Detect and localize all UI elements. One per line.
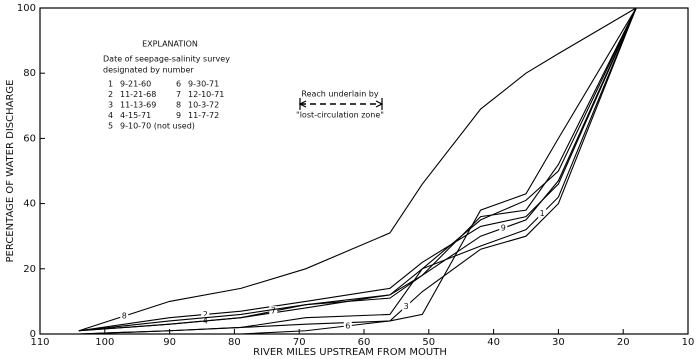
x-tick-label: 40: [487, 337, 500, 348]
x-tick-label: 30: [552, 337, 565, 348]
legend-number: 6: [176, 80, 181, 89]
series-label: 6: [345, 321, 350, 330]
legend-date: 9-10-70 (not used): [120, 122, 195, 131]
label-bg: [402, 301, 411, 312]
legend-number: 9: [176, 111, 181, 120]
series-label: 2: [203, 310, 208, 319]
annotation: Reach underlain by: [301, 90, 379, 99]
y-axis-title: PERCENTAGE OF WATER DISCHARGE: [5, 80, 16, 263]
legend-number: 3: [108, 101, 113, 110]
series-label: 3: [404, 302, 409, 311]
reach-arrow-ends: [298, 98, 384, 110]
legend-date: 11-13-69: [120, 101, 156, 110]
x-tick-label: 50: [422, 337, 435, 348]
series-line: [78, 7, 637, 335]
annotation: "lost-circulation zone": [296, 111, 384, 120]
legend-date: 9-21-60: [120, 80, 151, 89]
explanation-line: Date of seepage-salinity survey: [103, 55, 230, 64]
x-tick-label: 100: [95, 337, 114, 348]
series-line: [78, 7, 637, 332]
legend-number: 5: [108, 122, 113, 131]
y-tick-label: 20: [23, 264, 36, 275]
series-label: 1: [540, 209, 545, 218]
x-tick-label: 20: [617, 337, 630, 348]
legend-date: 10-3-72: [188, 101, 219, 110]
label-bg: [120, 311, 129, 322]
y-tick-label: 100: [17, 3, 36, 14]
y-tick-label: 80: [23, 68, 36, 79]
series-line: [78, 7, 637, 332]
series-label: 7: [271, 307, 276, 316]
label-bg: [201, 309, 210, 320]
y-tick-label: 60: [23, 133, 36, 144]
label-bg: [499, 223, 508, 234]
label-bg: [538, 208, 547, 219]
legend-date: 4-15-71: [120, 111, 151, 120]
explanation-line: designated by number: [103, 66, 194, 75]
legend-date: 11-7-72: [188, 111, 219, 120]
legend-number: 1: [108, 80, 113, 89]
x-tick-label: 80: [228, 337, 241, 348]
legend-number: 7: [176, 90, 181, 99]
series-label: 8: [122, 312, 127, 321]
x-tick-label: 70: [293, 337, 306, 348]
legend-number: 4: [108, 111, 113, 120]
x-tick-label: 10: [682, 337, 695, 348]
legend-date: 9-30-71: [188, 80, 219, 89]
y-tick-label: 0: [30, 329, 36, 340]
label-bg: [343, 320, 352, 331]
legend-date: 11-21-68: [120, 90, 156, 99]
legend-number: 8: [176, 101, 181, 110]
explanation-title: EXPLANATION: [142, 40, 198, 49]
label-bg: [269, 306, 278, 317]
series-line: [78, 7, 637, 332]
legend-date: 12-10-71: [188, 90, 224, 99]
x-tick-label: 90: [163, 337, 176, 348]
x-tick-label: 110: [30, 337, 49, 348]
series-label: 9: [501, 224, 506, 233]
x-axis-title: RIVER MILES UPSTREAM FROM MOUTH: [253, 347, 447, 358]
y-tick-label: 40: [23, 199, 36, 210]
x-tick-label: 60: [358, 337, 371, 348]
legend-number: 2: [108, 90, 113, 99]
